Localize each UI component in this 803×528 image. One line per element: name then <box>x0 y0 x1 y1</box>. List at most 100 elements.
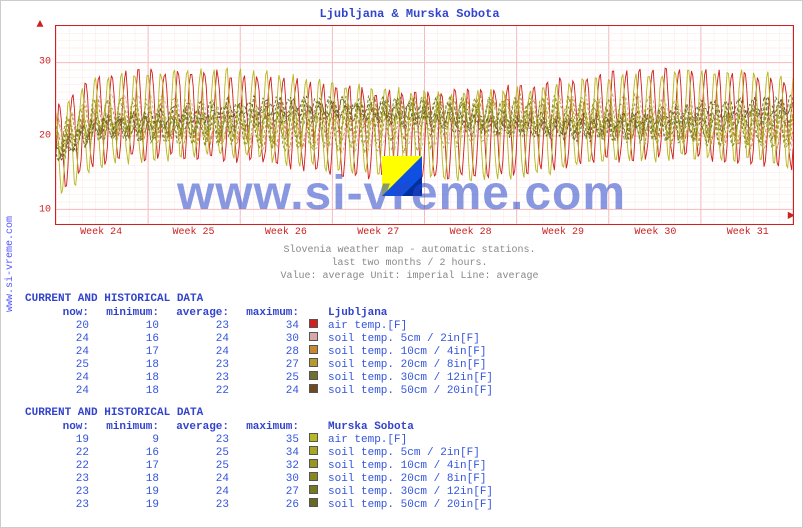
data-value: 30 <box>235 332 305 345</box>
table-row: 24182325soil temp. 30cm / 12in[F] <box>25 371 499 384</box>
color-swatch-icon <box>309 485 318 494</box>
color-swatch-cell <box>305 472 322 485</box>
data-table: now:minimum:average:maximum:Ljubljana201… <box>25 307 499 397</box>
x-tick: Week 29 <box>517 227 609 238</box>
series-label: soil temp. 10cm / 4in[F] <box>322 345 499 358</box>
data-value: 24 <box>165 485 235 498</box>
data-value: 23 <box>165 358 235 371</box>
x-tick: Week 25 <box>147 227 239 238</box>
data-table: now:minimum:average:maximum:Murska Sobot… <box>25 421 499 511</box>
x-tick: Week 26 <box>240 227 332 238</box>
data-value: 18 <box>95 371 165 384</box>
desc-line: last two months / 2 hours. <box>25 257 794 270</box>
y-tick: 30 <box>39 57 51 68</box>
data-value: 16 <box>95 446 165 459</box>
col-header: maximum: <box>235 307 305 319</box>
table-row: 24182224soil temp. 50cm / 20in[F] <box>25 384 499 397</box>
x-axis: Week 24Week 25Week 26Week 27Week 28Week … <box>25 227 794 238</box>
series-label: soil temp. 5cm / 2in[F] <box>322 332 499 345</box>
series-label: soil temp. 20cm / 8in[F] <box>322 472 499 485</box>
color-swatch-cell <box>305 371 322 384</box>
color-swatch-cell <box>305 498 322 511</box>
arrow-up-icon: ▲ <box>36 17 43 31</box>
data-value: 17 <box>95 459 165 472</box>
data-value: 17 <box>95 345 165 358</box>
data-value: 27 <box>235 358 305 371</box>
data-value: 24 <box>165 345 235 358</box>
data-value: 23 <box>165 498 235 511</box>
color-swatch-icon <box>309 358 318 367</box>
color-swatch-icon <box>309 371 318 380</box>
col-header: minimum: <box>95 421 165 433</box>
data-value: 20 <box>25 319 95 332</box>
data-value: 22 <box>165 384 235 397</box>
col-header: average: <box>165 421 235 433</box>
table-row: 23192427soil temp. 30cm / 12in[F] <box>25 485 499 498</box>
data-value: 23 <box>25 498 95 511</box>
data-value: 30 <box>235 472 305 485</box>
table-row: 23182430soil temp. 20cm / 8in[F] <box>25 472 499 485</box>
color-swatch-icon <box>309 345 318 354</box>
color-swatch-icon <box>309 332 318 341</box>
col-header: average: <box>165 307 235 319</box>
table-row: 24162430soil temp. 5cm / 2in[F] <box>25 332 499 345</box>
color-swatch-icon <box>309 319 318 328</box>
data-value: 24 <box>235 384 305 397</box>
data-value: 24 <box>25 384 95 397</box>
data-block-header: CURRENT AND HISTORICAL DATA <box>25 293 794 305</box>
data-tables: CURRENT AND HISTORICAL DATAnow:minimum:a… <box>25 293 794 511</box>
chart-description: Slovenia weather map - automatic station… <box>25 244 794 283</box>
series-label: soil temp. 50cm / 20in[F] <box>322 498 499 511</box>
data-value: 22 <box>25 446 95 459</box>
data-block: CURRENT AND HISTORICAL DATA now:minimum:a… <box>25 293 794 397</box>
col-header: now: <box>25 307 95 319</box>
color-swatch-icon <box>309 433 318 442</box>
series-label: soil temp. 5cm / 2in[F] <box>322 446 499 459</box>
data-value: 32 <box>235 459 305 472</box>
station-name: Ljubljana <box>322 307 499 319</box>
chart-area: ▲ 102030 ▶ <box>25 25 794 225</box>
arrow-right-icon: ▶ <box>788 208 794 223</box>
col-header: now: <box>25 421 95 433</box>
data-value: 24 <box>25 332 95 345</box>
data-value: 24 <box>25 371 95 384</box>
color-swatch-icon <box>309 459 318 468</box>
x-tick: Week 31 <box>702 227 794 238</box>
table-row: 1992335air temp.[F] <box>25 433 499 446</box>
color-swatch-icon <box>309 498 318 507</box>
series-label: air temp.[F] <box>322 433 499 446</box>
data-value: 26 <box>235 498 305 511</box>
data-value: 27 <box>235 485 305 498</box>
data-value: 23 <box>165 319 235 332</box>
data-value: 28 <box>235 345 305 358</box>
data-value: 25 <box>235 371 305 384</box>
data-value: 19 <box>95 485 165 498</box>
data-value: 25 <box>165 459 235 472</box>
data-value: 19 <box>95 498 165 511</box>
data-value: 9 <box>95 433 165 446</box>
color-swatch-icon <box>309 472 318 481</box>
y-tick: 20 <box>39 131 51 142</box>
chart-title: Ljubljana & Murska Sobota <box>25 5 794 25</box>
y-tick: 10 <box>39 205 51 216</box>
series-label: soil temp. 10cm / 4in[F] <box>322 459 499 472</box>
color-swatch-cell <box>305 433 322 446</box>
col-header: minimum: <box>95 307 165 319</box>
data-block-header: CURRENT AND HISTORICAL DATA <box>25 407 794 419</box>
desc-line: Value: average Unit: imperial Line: aver… <box>25 270 794 283</box>
col-header: maximum: <box>235 421 305 433</box>
desc-line: Slovenia weather map - automatic station… <box>25 244 794 257</box>
x-tick: Week 28 <box>425 227 517 238</box>
y-axis: ▲ 102030 <box>25 25 55 225</box>
color-swatch-cell <box>305 332 322 345</box>
table-row: 24172428soil temp. 10cm / 4in[F] <box>25 345 499 358</box>
data-value: 24 <box>165 472 235 485</box>
x-tick: Week 30 <box>609 227 701 238</box>
data-value: 18 <box>95 472 165 485</box>
plot-region: ▶ <box>55 25 794 225</box>
table-row: 20102334air temp.[F] <box>25 319 499 332</box>
color-swatch-cell <box>305 345 322 358</box>
site-label-vertical: www.si-vreme.com <box>3 3 19 525</box>
color-swatch-cell <box>305 459 322 472</box>
series-label: soil temp. 30cm / 12in[F] <box>322 485 499 498</box>
